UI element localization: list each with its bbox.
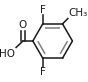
Text: F: F <box>40 5 46 15</box>
Text: F: F <box>40 67 46 77</box>
Text: HO: HO <box>0 49 15 59</box>
Text: CH₃: CH₃ <box>69 8 88 18</box>
Text: O: O <box>19 20 27 30</box>
